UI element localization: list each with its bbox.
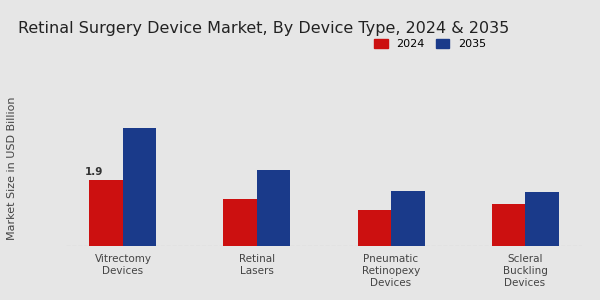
Bar [89, 180, 123, 246]
Bar [491, 204, 525, 246]
Bar [257, 170, 290, 246]
Bar [223, 199, 257, 246]
Bar [358, 210, 391, 246]
Text: Retinal Surgery Device Market, By Device Type, 2024 & 2035: Retinal Surgery Device Market, By Device… [18, 21, 509, 36]
Legend: 2024, 2035: 2024, 2035 [374, 39, 487, 49]
Text: 1.9: 1.9 [85, 167, 103, 177]
Bar [123, 128, 157, 246]
Text: Market Size in USD Billion: Market Size in USD Billion [7, 96, 17, 240]
Bar [391, 190, 425, 246]
Bar [525, 192, 559, 246]
